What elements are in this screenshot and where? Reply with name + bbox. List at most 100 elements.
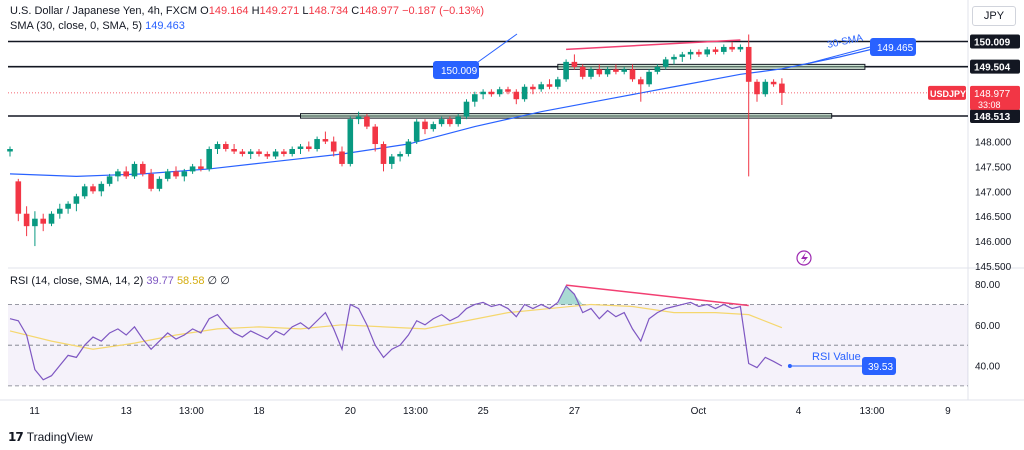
- lightning-glyph-icon: [801, 252, 808, 264]
- rsi-legend: RSI (14, close, SMA, 14, 2) 39.77 58.58 …: [10, 274, 230, 288]
- rsi-ma-legend-value: 58.58: [176, 275, 205, 287]
- candle-body: [48, 213, 55, 224]
- candle-body: [496, 89, 503, 95]
- support-zone: [557, 63, 866, 70]
- price-tick-label: 146.000: [975, 237, 1012, 248]
- tradingview-brand: TradingView: [26, 430, 93, 444]
- candle-body: [563, 61, 569, 80]
- candle-body: [364, 116, 370, 127]
- low-value: 148.734: [308, 5, 349, 17]
- candle-body: [330, 141, 337, 152]
- price-tick-label: 147.000: [975, 187, 1012, 198]
- candle-body: [198, 166, 204, 169]
- candle-body: [671, 56, 677, 60]
- candle-body: [754, 81, 760, 95]
- time-tick-label: 27: [569, 406, 581, 417]
- candle-body: [140, 163, 146, 174]
- sma-legend-label: SMA (30, close, 0, SMA, 5): [10, 20, 143, 32]
- candle-countdown: 33:08: [978, 100, 1001, 110]
- candle-body: [397, 153, 403, 157]
- candle-body: [272, 151, 279, 157]
- candle-body: [372, 126, 378, 145]
- candle-body: [538, 84, 544, 90]
- level-label-bg: [970, 108, 1020, 123]
- support-zone: [300, 113, 833, 119]
- level-label: 148.513: [974, 112, 1011, 123]
- candle-body: [513, 91, 520, 100]
- time-tick-label: 4: [796, 406, 802, 417]
- high-label: H: [251, 5, 260, 17]
- candle-body: [73, 196, 80, 204]
- candle-body: [646, 71, 652, 85]
- callout-150-label: 150.009: [441, 66, 478, 77]
- candle-body: [281, 151, 287, 154]
- candle-body: [721, 46, 727, 52]
- price-tick-label: 145.500: [975, 262, 1012, 273]
- candle-body: [106, 176, 113, 184]
- symbol-legend: U.S. Dollar / Japanese Yen, 4h, FXCM O14…: [10, 4, 484, 18]
- candle-body: [463, 101, 470, 117]
- candle-body: [571, 61, 578, 67]
- candle-body: [488, 91, 495, 95]
- rsi-line: [9, 285, 783, 381]
- candle-body: [455, 116, 461, 125]
- callout-sma-connector: [805, 46, 871, 65]
- time-tick-label: 20: [345, 406, 357, 417]
- current-price-value: 148.977: [974, 89, 1011, 100]
- rsi-extra-2: ∅: [220, 275, 230, 287]
- candle-body: [629, 69, 636, 80]
- level-label: 149.504: [974, 63, 1011, 74]
- candle-body: [15, 181, 22, 214]
- time-tick-label: Oct: [691, 406, 707, 417]
- current-price-bg: [970, 85, 1020, 110]
- candle-body: [115, 171, 121, 177]
- candle-body: [223, 144, 229, 149]
- candle-body: [264, 153, 271, 157]
- symbol-tag: USDJPY: [930, 89, 966, 99]
- candle-body: [546, 84, 553, 87]
- candle-body: [480, 91, 486, 95]
- candle-body: [413, 121, 420, 142]
- rsi-divergence-line: [566, 284, 749, 307]
- level-label-bg: [970, 34, 1020, 49]
- candle-body: [32, 218, 38, 227]
- candle-body: [90, 186, 96, 192]
- candle-body: [555, 79, 561, 87]
- rsi-extra-1: ∅: [207, 275, 218, 287]
- candle-body: [405, 141, 412, 154]
- sma-legend: SMA (30, close, 0, SMA, 5) 149.463: [10, 19, 185, 33]
- change-value: −0.187 (−0.13%): [402, 5, 485, 17]
- rsi-legend-label: RSI (14, close, SMA, 14, 2): [10, 275, 144, 287]
- price-tick-label: 148.000: [975, 138, 1012, 149]
- rsi-tick-label: 60.00: [975, 321, 1000, 332]
- callout-sma-bg: [870, 38, 916, 56]
- candle-body: [123, 171, 129, 177]
- candle-body: [380, 144, 387, 164]
- candle-body: [181, 171, 188, 177]
- callout-150-bg: [433, 61, 479, 79]
- candle-body: [98, 183, 105, 192]
- candle-body: [7, 149, 13, 152]
- candle-body: [314, 139, 320, 149]
- tradingview-logo[interactable]: 17 TradingView: [8, 430, 93, 444]
- candle-body: [23, 213, 30, 227]
- candle-body: [447, 119, 453, 125]
- candle-body: [231, 149, 237, 152]
- candle-body: [762, 81, 769, 95]
- open-label: O: [200, 5, 209, 17]
- callout-sma-label: 149.465: [877, 43, 914, 54]
- events-lightning-icon[interactable]: [796, 250, 812, 266]
- candle-body: [530, 86, 536, 90]
- currency-button[interactable]: JPY: [972, 6, 1016, 26]
- candle-body: [189, 166, 196, 172]
- close-label: C: [351, 5, 360, 17]
- candle-body: [422, 121, 428, 130]
- candle-body: [322, 139, 329, 142]
- candle-body: [156, 178, 163, 189]
- candle-body: [214, 144, 221, 149]
- level-label: 150.009: [974, 38, 1011, 49]
- time-tick-label: 9: [945, 406, 951, 417]
- candle-body: [588, 69, 594, 77]
